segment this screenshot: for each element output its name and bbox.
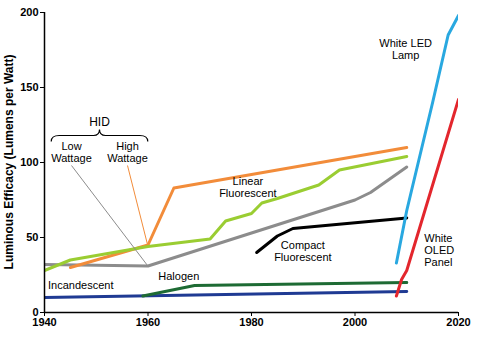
svg-text:200: 200 xyxy=(20,6,38,18)
svg-text:2000: 2000 xyxy=(343,316,367,328)
svg-text:100: 100 xyxy=(20,156,38,168)
svg-text:150: 150 xyxy=(20,81,38,93)
svg-text:LowWattage: LowWattage xyxy=(51,140,92,164)
svg-text:1960: 1960 xyxy=(136,316,160,328)
svg-text:Incandescent: Incandescent xyxy=(48,279,113,291)
svg-text:0: 0 xyxy=(32,306,39,318)
svg-text:50: 50 xyxy=(26,231,38,243)
svg-text:Luminous Efficacy (Lumens per: Luminous Efficacy (Lumens per Watt) xyxy=(2,55,16,270)
svg-text:1980: 1980 xyxy=(239,316,263,328)
svg-text:LinearFluorescent: LinearFluorescent xyxy=(219,175,276,199)
svg-text:HID: HID xyxy=(89,115,110,129)
svg-text:HighWattage: HighWattage xyxy=(107,140,148,164)
svg-text:1940: 1940 xyxy=(32,316,56,328)
svg-text:Halogen: Halogen xyxy=(158,270,199,282)
svg-text:2020: 2020 xyxy=(446,316,470,328)
svg-text:CompactFluorescent: CompactFluorescent xyxy=(274,239,331,263)
svg-text:White LEDLamp: White LEDLamp xyxy=(379,37,432,61)
svg-text:WhiteOLEDPanel: WhiteOLEDPanel xyxy=(424,232,454,268)
